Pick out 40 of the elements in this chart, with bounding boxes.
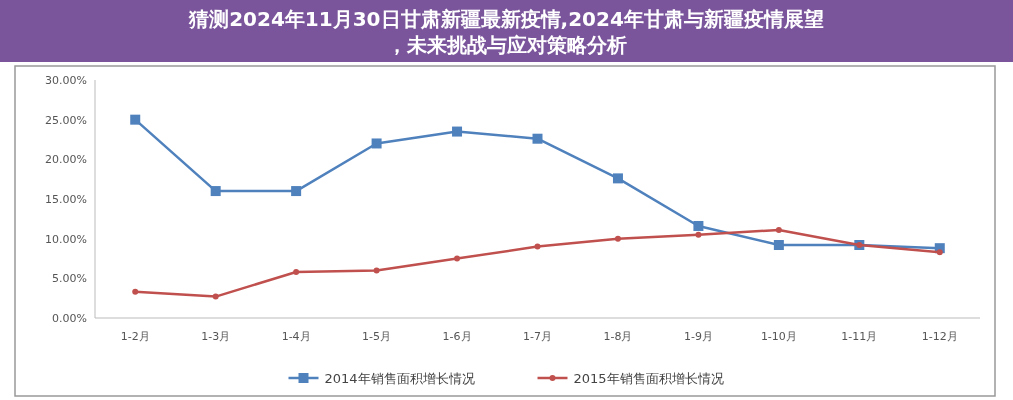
y-tick-label: 30.00%: [45, 74, 87, 87]
point: [614, 235, 621, 242]
point: [454, 255, 461, 262]
legend-label: 2014年销售面积增长情况: [324, 371, 475, 386]
y-tick-label: 5.00%: [52, 272, 87, 286]
y-tick-label: 25.00%: [45, 113, 87, 127]
point: [452, 126, 463, 137]
x-tick-label: 1-6月: [442, 330, 472, 343]
x-tick-label: 1-5月: [362, 330, 392, 343]
x-tick-label: 1-2月: [120, 330, 150, 343]
point: [534, 243, 541, 250]
x-tick-label: 1-7月: [523, 330, 552, 343]
point: [291, 186, 302, 197]
point: [132, 288, 139, 295]
point: [936, 249, 943, 256]
point: [373, 267, 380, 274]
x-tick-label: 1-4月: [281, 330, 311, 343]
point: [775, 226, 782, 233]
x-tick-label: 1-11月: [841, 330, 878, 343]
point: [693, 220, 704, 231]
point: [532, 133, 543, 144]
x-tick-label: 1-3月: [201, 330, 231, 343]
x-tick-label: 1-9月: [683, 330, 713, 343]
y-tick-label: 10.00%: [45, 232, 87, 246]
point: [210, 186, 221, 197]
point: [773, 240, 784, 251]
x-tick-label: 1-12月: [921, 330, 958, 343]
point: [371, 138, 382, 149]
point: [695, 231, 702, 238]
x-tick-label: 1-10月: [760, 330, 797, 343]
point: [130, 114, 141, 125]
y-tick-label: 15.00%: [45, 193, 87, 206]
y-tick-label: 0.00%: [52, 312, 87, 325]
point: [293, 268, 300, 275]
point: [212, 293, 219, 300]
legend-label: 2015年销售面积增长情况: [573, 371, 724, 386]
point: [612, 173, 623, 184]
x-tick-label: 1-8月: [603, 330, 633, 343]
y-tick-label: 20.00%: [45, 153, 87, 167]
chart-title: 猜测2024年11月30日甘肃新疆最新疫情,2024年甘肃与新疆疫情展望，未来挑战与应对策略分析: [188, 7, 824, 57]
